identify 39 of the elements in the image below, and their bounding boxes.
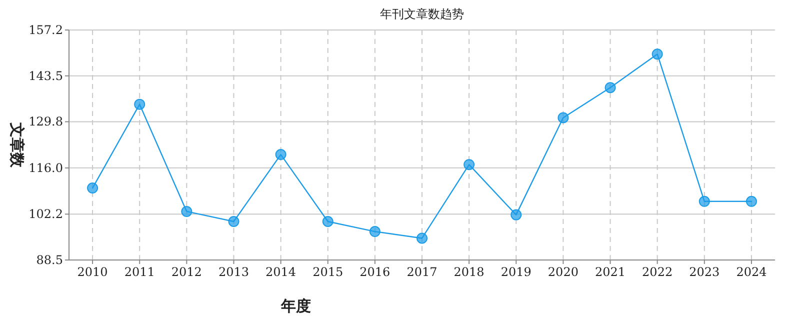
point xyxy=(652,48,663,60)
point xyxy=(228,216,240,227)
point xyxy=(464,159,475,170)
x-tick-label: 2010 xyxy=(77,265,108,279)
y-tick-label: 116.0 xyxy=(28,160,63,175)
x-tick-label: 2014 xyxy=(266,265,296,279)
point xyxy=(510,209,522,220)
point xyxy=(604,82,616,94)
y-tick-label: 157.2 xyxy=(28,23,63,37)
y-tick-label: 143.5 xyxy=(28,68,63,83)
point xyxy=(416,232,428,244)
y-tick-label: 88.5 xyxy=(36,253,63,267)
x-tick-label: 2020 xyxy=(548,265,578,279)
point xyxy=(322,216,334,227)
y-tick-label: 102.2 xyxy=(28,207,63,222)
point xyxy=(746,196,757,207)
x-tick-label: 2013 xyxy=(218,265,250,279)
x-axis-title: 年度 xyxy=(280,297,311,315)
x-tick-label: 2011 xyxy=(124,265,155,279)
y-axis-title: 文章数 xyxy=(8,122,26,168)
point xyxy=(87,182,98,194)
point xyxy=(275,149,286,160)
y-tick-label: 129.8 xyxy=(28,114,63,129)
x-tick-label: 2016 xyxy=(360,265,390,279)
x-tick-label: 2022 xyxy=(642,265,673,279)
x-tick-label: 2023 xyxy=(689,265,720,279)
point xyxy=(698,196,710,207)
x-tick-label: 2018 xyxy=(454,265,484,279)
point xyxy=(369,226,380,238)
point xyxy=(181,206,192,217)
x-tick-label: 2017 xyxy=(406,265,438,279)
point xyxy=(134,98,146,110)
point xyxy=(558,112,569,124)
chart-title: 年刊文章数趋势 xyxy=(380,7,464,21)
x-tick-label: 2019 xyxy=(500,265,532,279)
x-tick-label: 2015 xyxy=(312,265,344,279)
x-tick-label: 2012 xyxy=(171,265,202,279)
x-tick-label: 2021 xyxy=(594,265,626,279)
x-tick-label: 2024 xyxy=(736,265,768,279)
